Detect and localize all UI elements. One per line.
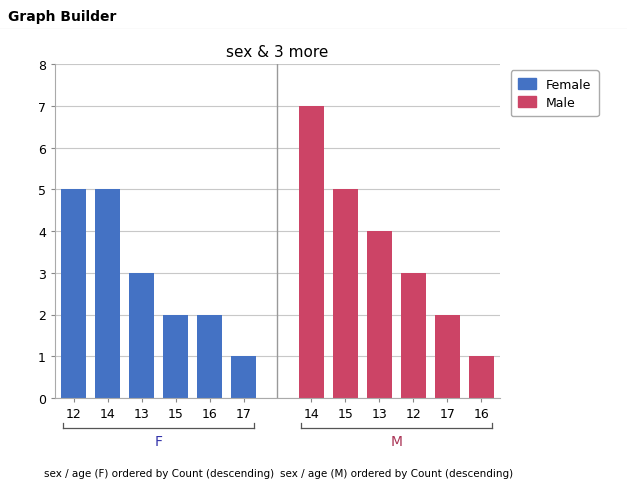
Text: Graph Builder: Graph Builder xyxy=(8,9,116,23)
Text: sex / age (F) ordered by Count (descending): sex / age (F) ordered by Count (descendi… xyxy=(43,468,273,478)
Title: sex & 3 more: sex & 3 more xyxy=(226,44,329,60)
Bar xyxy=(469,357,493,398)
Bar xyxy=(333,190,357,398)
Bar xyxy=(231,357,256,398)
Text: M: M xyxy=(391,434,403,448)
Bar xyxy=(367,231,392,398)
Bar xyxy=(401,273,426,398)
Text: sex / age (M) ordered by Count (descending): sex / age (M) ordered by Count (descendi… xyxy=(280,468,513,478)
Bar xyxy=(129,273,154,398)
Bar xyxy=(164,315,188,398)
Legend: Female, Male: Female, Male xyxy=(511,71,599,117)
Bar xyxy=(435,315,460,398)
Bar xyxy=(198,315,222,398)
Bar xyxy=(299,106,324,398)
Bar xyxy=(95,190,120,398)
Text: F: F xyxy=(155,434,162,448)
Bar xyxy=(61,190,86,398)
